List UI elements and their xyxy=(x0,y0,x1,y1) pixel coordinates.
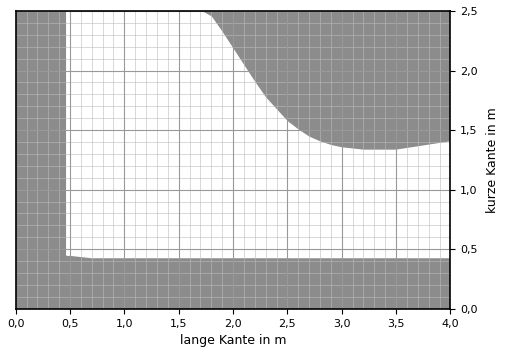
Y-axis label: kurze Kante in m: kurze Kante in m xyxy=(485,107,498,213)
X-axis label: lange Kante in m: lange Kante in m xyxy=(179,334,286,347)
Polygon shape xyxy=(67,11,449,258)
